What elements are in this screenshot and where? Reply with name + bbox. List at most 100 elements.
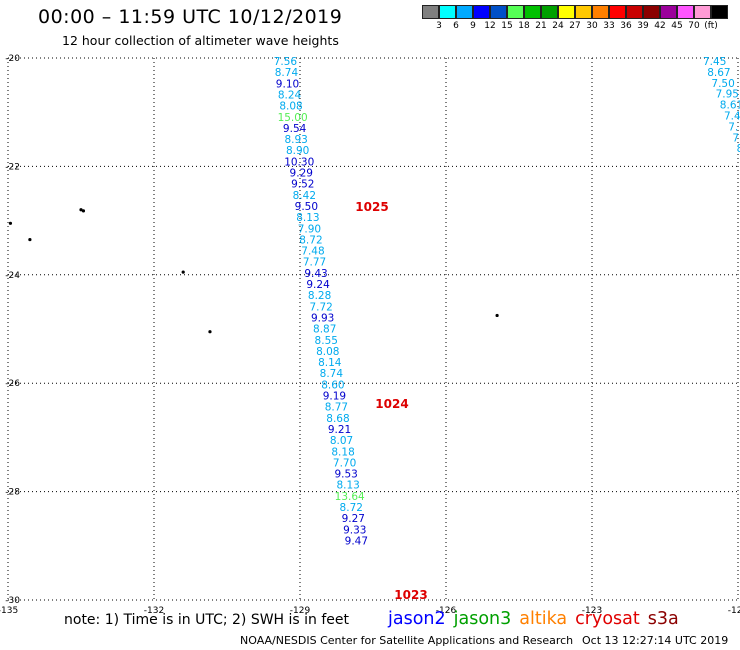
swh-value-label: 7.72 (309, 301, 332, 313)
swh-value-label: 8.42 (293, 190, 316, 202)
swh-value-label: 9.24 (306, 279, 330, 291)
legend-swatch (626, 5, 643, 19)
legend-swatch (711, 5, 728, 19)
legend-tick-label: (ft) (704, 21, 718, 31)
y-tick-label: -22 (5, 162, 20, 172)
swh-value-label: 8.24 (278, 89, 302, 101)
swh-value-label: 9.43 (304, 268, 327, 280)
swh-value-label: 8.28 (308, 290, 331, 302)
swh-value-label: 9.33 (343, 524, 366, 536)
satellite-label: cryosat (575, 609, 640, 629)
swh-value-label-edge: 7. (732, 132, 740, 144)
swh-value-label: 8.18 (331, 446, 354, 458)
swh-value-label: 8.55 (315, 335, 338, 347)
legend-swatch (558, 5, 575, 19)
legend-swatch (660, 5, 677, 19)
y-tick-label: -20 (5, 54, 20, 64)
swh-value-label: 8.68 (326, 413, 349, 425)
legend-tick-label: 42 (654, 21, 666, 31)
island-dot (8, 221, 13, 225)
y-tick-label: -26 (5, 379, 20, 389)
legend-tick-label: 15 (501, 21, 513, 31)
swh-value-label: 7.77 (303, 257, 326, 269)
legend-swatch (456, 5, 473, 19)
pressure-label: 1025 (355, 200, 388, 214)
legend-tick-label: 39 (637, 21, 649, 31)
legend-swatch (507, 5, 524, 19)
legend-tick-label: 6 (453, 21, 459, 31)
legend-tick-label: 21 (535, 21, 547, 31)
swh-value-label-edge: 7.50 (711, 78, 734, 90)
legend-swatch (609, 5, 626, 19)
legend-tick-label: 12 (484, 21, 496, 31)
pressure-label: 1023 (394, 588, 427, 602)
swh-value-label: 15.00 (278, 112, 308, 124)
legend-swatch (575, 5, 592, 19)
satellite-label: jason2 (388, 609, 446, 629)
color-legend: 3 6 9 12 15 18 21 24 27 30 33 36 39 42 45 70 (ft) (422, 5, 728, 33)
satellite-label: s3a (647, 609, 679, 629)
chart-subtitle: 12 hour collection of altimeter wave hei… (62, 33, 339, 48)
swh-value-label: 9.52 (291, 179, 314, 191)
swh-value-label: 7.70 (333, 457, 356, 469)
footer-note: note: 1) Time is in UTC; 2) SWH is in fe… (64, 612, 350, 628)
swh-value-label: 8.08 (279, 101, 302, 113)
swh-value-label: 9.27 (342, 513, 365, 525)
swh-value-label: 9.21 (328, 424, 351, 436)
x-tick-label: -126 (436, 606, 457, 616)
legend-tick-label: 9 (470, 21, 476, 31)
x-tick-label: -132 (144, 606, 164, 616)
x-tick-label: -135 (0, 606, 18, 616)
x-tick-label: -120 (728, 606, 740, 616)
swh-value-label: 9.53 (334, 469, 357, 481)
legend-ticks: 3 6 9 12 15 18 21 24 27 30 33 36 39 42 45 70 (ft) (422, 19, 728, 33)
swh-value-label-edge: 8.67 (707, 67, 730, 79)
island-dot (495, 313, 499, 318)
swh-value-label: 8.72 (299, 234, 322, 246)
legend-tick-label: 27 (569, 21, 581, 31)
credit-text: NOAA/NESDIS Center for Satellite Applica… (240, 634, 574, 647)
swh-value-label-edge: 7.95 (716, 89, 739, 101)
legend-swatch (643, 5, 660, 19)
swh-value-label-edge: 8 (737, 143, 740, 155)
island-dot (28, 237, 32, 242)
satellite-legend: jason2 jason3 altika cryosat s3a (388, 609, 687, 629)
swh-value-label-edge: 7.45 (703, 56, 726, 68)
legend-tick-label: 30 (586, 21, 598, 31)
swh-value-label: 8.13 (296, 212, 319, 224)
swh-value-label: 10.30 (284, 156, 314, 168)
swh-value-label: 9.29 (290, 168, 313, 180)
legend-swatch (439, 5, 456, 19)
legend-swatches (422, 5, 728, 19)
legend-swatch (524, 5, 541, 19)
swh-value-label: 8.72 (340, 502, 363, 514)
swh-value-label: 9.54 (283, 123, 307, 135)
swh-value-label: 9.50 (295, 201, 318, 213)
swh-value-label: 8.13 (336, 480, 359, 492)
swh-value-label-edge: 8.61 (720, 100, 740, 112)
island-dot (81, 209, 86, 213)
swh-value-label: 8.60 (321, 379, 344, 391)
x-tick-label: -123 (582, 606, 602, 616)
swh-value-label: 9.19 (323, 391, 346, 403)
swh-value-label: 8.07 (330, 435, 353, 447)
legend-swatch (694, 5, 711, 19)
swh-value-label: 7.90 (298, 223, 321, 235)
satellite-label: altika (519, 609, 568, 629)
swh-value-label: 8.74 (320, 368, 344, 380)
satellite-label: jason3 (453, 609, 512, 629)
legend-swatch (592, 5, 609, 19)
y-tick-label: -30 (5, 596, 20, 606)
y-tick-label: -24 (5, 271, 20, 281)
swh-value-label-edge: 7.4 (724, 111, 740, 123)
legend-swatch (422, 5, 439, 19)
swh-value-label: 8.77 (325, 402, 348, 414)
legend-tick-label: 18 (518, 21, 530, 31)
swh-value-label: 8.90 (286, 145, 309, 157)
swh-value-label: 8.08 (316, 346, 339, 358)
swh-value-label: 9.93 (311, 312, 334, 324)
swh-value-label: 8.93 (284, 134, 307, 146)
swh-value-label: 8.87 (313, 324, 336, 336)
swh-value-label: 7.48 (301, 246, 324, 258)
